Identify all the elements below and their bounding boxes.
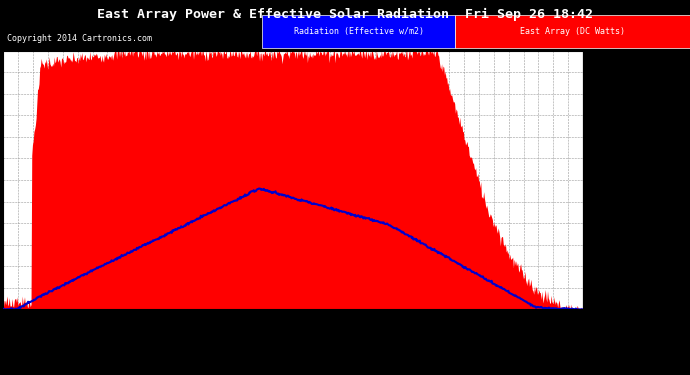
Text: Copyright 2014 Cartronics.com: Copyright 2014 Cartronics.com bbox=[7, 34, 152, 43]
Text: Radiation (Effective w/m2): Radiation (Effective w/m2) bbox=[294, 27, 424, 36]
Text: East Array (DC Watts): East Array (DC Watts) bbox=[520, 27, 625, 36]
FancyBboxPatch shape bbox=[262, 15, 455, 48]
Text: East Array Power & Effective Solar Radiation  Fri Sep 26 18:42: East Array Power & Effective Solar Radia… bbox=[97, 8, 593, 21]
FancyBboxPatch shape bbox=[455, 15, 690, 48]
